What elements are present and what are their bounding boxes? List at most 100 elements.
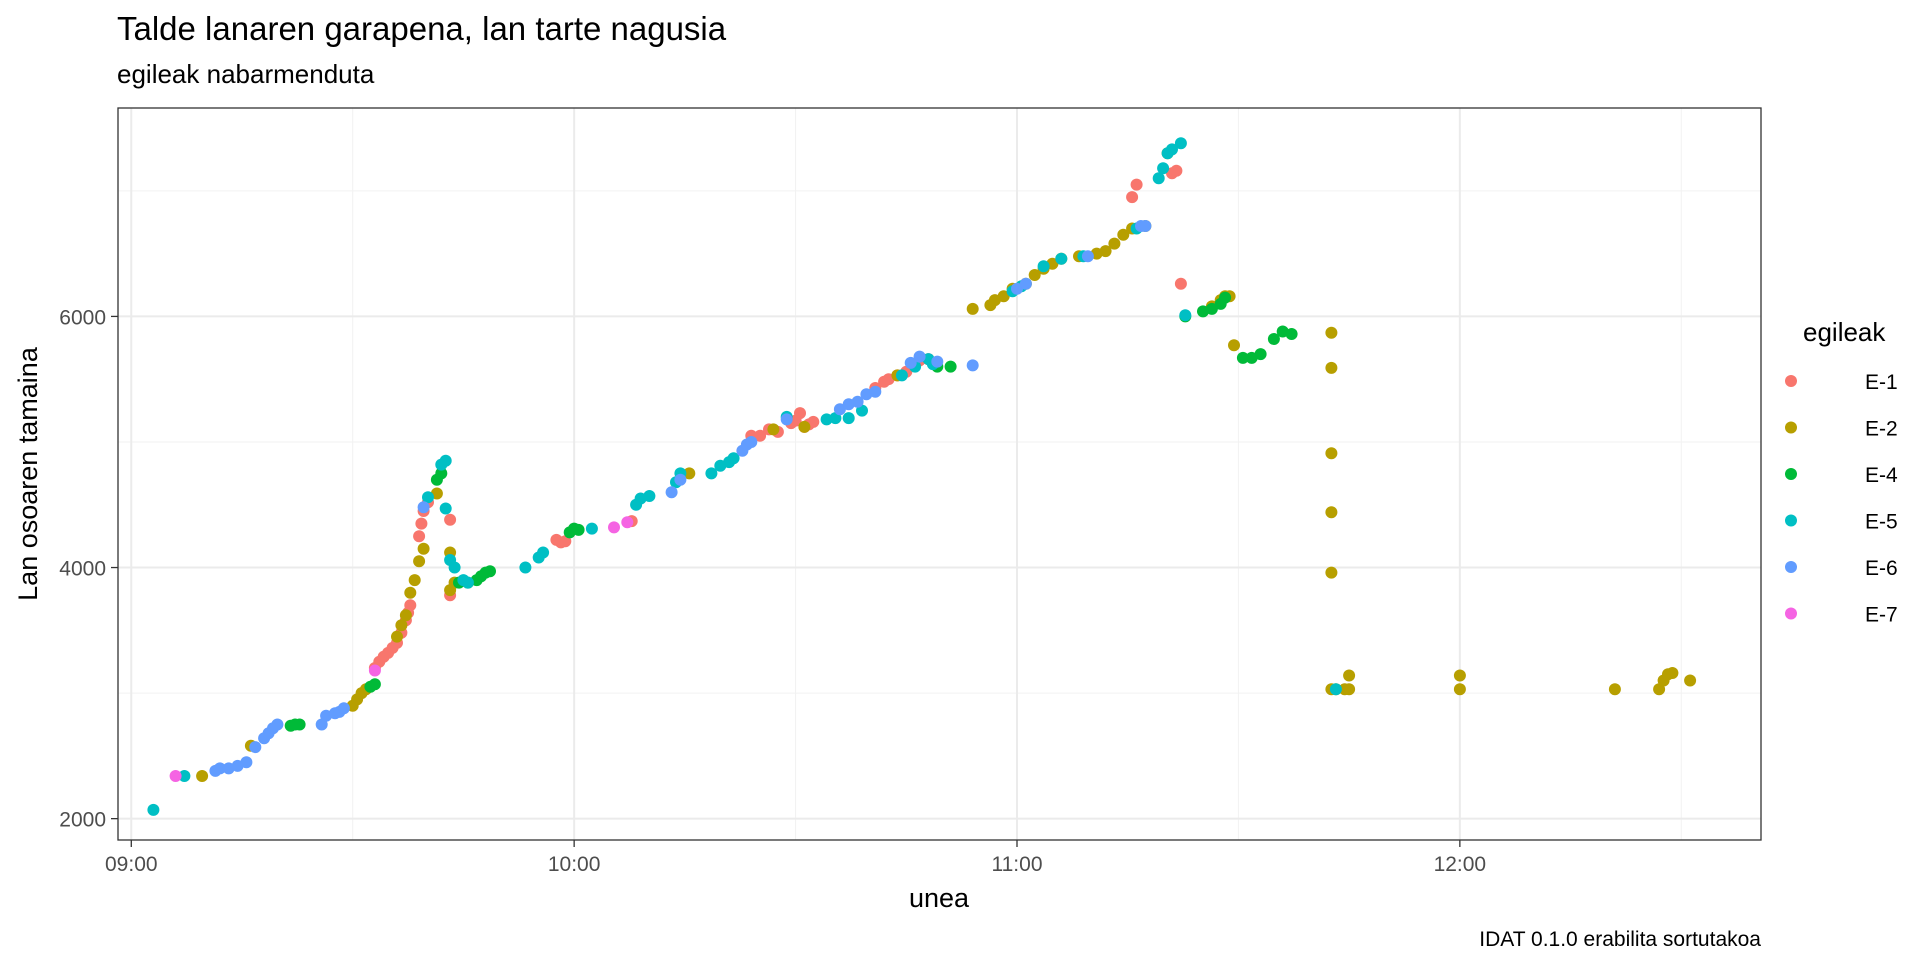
legend-key-E-2: [1785, 421, 1797, 434]
legend-label-E-1: E-1: [1865, 371, 1898, 394]
data-point-E-5: [448, 561, 461, 574]
data-point-E-2: [1343, 683, 1356, 696]
data-point-E-5: [643, 490, 656, 502]
data-point-E-6: [665, 486, 678, 499]
legend-label-E-5: E-5: [1865, 511, 1898, 534]
data-point-E-2: [1117, 228, 1130, 241]
data-point-E-1: [754, 429, 767, 442]
data-point-E-6: [1081, 250, 1094, 263]
data-point-E-6: [913, 350, 926, 363]
data-point-E-2: [1099, 245, 1112, 258]
data-point-E-2: [1228, 339, 1240, 352]
legend-label-E-6: E-6: [1865, 557, 1898, 580]
data-point-E-2: [1028, 269, 1041, 281]
data-point-E-7: [608, 521, 620, 534]
data-point-E-4: [293, 718, 306, 731]
data-point-E-4: [944, 360, 957, 373]
legend-key-E-4: [1785, 468, 1797, 480]
plot-border: [117, 107, 1762, 841]
data-point-E-2: [1325, 361, 1338, 374]
data-points: [147, 137, 1697, 816]
data-point-E-5: [519, 561, 532, 574]
data-point-E-6: [966, 359, 979, 372]
data-point-E-4: [1205, 302, 1218, 315]
data-point-E-4: [572, 523, 585, 536]
data-point-E-5: [842, 412, 855, 425]
data-point-E-5: [147, 803, 160, 816]
data-point-E-2: [404, 586, 417, 599]
data-point-E-2: [798, 420, 811, 433]
chart-caption: IDAT 0.1.0 erabilita sortutakoa: [1479, 928, 1761, 951]
data-point-E-6: [1139, 220, 1152, 232]
x-axis-title: unea: [909, 883, 970, 913]
data-point-E-1: [1174, 277, 1187, 290]
data-point-E-2: [966, 302, 979, 315]
x-axis: 09:00 10:00 11:00 12:00: [105, 840, 1486, 876]
data-point-E-2: [1608, 683, 1621, 696]
data-point-E-5: [727, 452, 740, 465]
data-point-E-6: [869, 385, 882, 398]
data-point-E-2: [997, 290, 1010, 303]
legend-key-E-6: [1785, 561, 1797, 573]
data-point-E-2: [1666, 667, 1679, 679]
data-point-E-5: [820, 413, 833, 426]
data-point-E-5: [537, 546, 550, 559]
data-point-E-7: [621, 516, 634, 529]
data-point-E-2: [1325, 326, 1338, 339]
data-point-E-6: [240, 756, 253, 769]
data-point-E-5: [895, 369, 908, 382]
data-point-E-6: [213, 762, 226, 775]
data-point-E-5: [422, 491, 434, 504]
y-tick-label: 6000: [59, 306, 106, 329]
legend-label-E-4: E-4: [1865, 464, 1898, 487]
data-point-E-1: [807, 415, 820, 428]
data-point-E-2: [1453, 669, 1466, 682]
x-tick-label: 12:00: [1434, 853, 1487, 876]
x-tick-label: 11:00: [992, 853, 1043, 876]
data-point-E-6: [833, 403, 846, 416]
data-point-E-6: [904, 356, 917, 369]
data-point-E-5: [439, 454, 452, 467]
data-point-E-2: [683, 467, 696, 480]
data-point-E-5: [1055, 252, 1068, 265]
y-tick-label: 2000: [59, 809, 106, 832]
data-point-E-2: [417, 542, 430, 555]
legend-label-E-2: E-2: [1865, 418, 1898, 441]
data-point-E-5: [1329, 683, 1342, 696]
data-point-E-7: [368, 664, 381, 677]
data-point-E-5: [1037, 260, 1050, 273]
data-point-E-6: [1011, 282, 1023, 295]
data-point-E-6: [674, 473, 687, 486]
data-point-E-1: [1126, 191, 1139, 204]
data-point-E-4: [435, 467, 448, 480]
gridlines: [118, 108, 1761, 840]
data-point-E-2: [1108, 237, 1121, 250]
data-point-E-1: [444, 513, 457, 526]
data-point-E-1: [404, 599, 417, 612]
data-point-E-2: [413, 555, 426, 568]
data-point-E-2: [1325, 506, 1338, 519]
data-point-E-5: [178, 770, 191, 782]
data-point-E-5: [705, 467, 718, 480]
data-point-E-1: [1170, 164, 1183, 177]
data-point-E-4: [1236, 351, 1249, 364]
legend: egileak E-1 E-2 E-4 E-5 E-6 E-7: [1785, 317, 1898, 627]
data-point-E-2: [1325, 447, 1338, 460]
chart-subtitle: egileak nabarmenduta: [117, 59, 375, 89]
y-axis: 2000 4000 6000: [59, 306, 118, 832]
legend-label-E-7: E-7: [1865, 604, 1898, 627]
data-point-E-2: [1453, 683, 1466, 696]
data-point-E-5: [1179, 309, 1192, 322]
x-tick-label: 10:00: [548, 853, 601, 876]
data-point-E-2: [1684, 674, 1697, 687]
data-point-E-6: [851, 395, 864, 408]
data-point-E-4: [1285, 328, 1298, 340]
data-point-E-4: [1219, 291, 1232, 304]
data-point-E-2: [196, 770, 209, 782]
data-point-E-6: [249, 741, 262, 754]
data-point-E-6: [780, 413, 793, 426]
data-point-E-5: [1166, 143, 1178, 156]
data-point-E-2: [391, 630, 403, 643]
data-point-E-4: [1254, 348, 1267, 361]
